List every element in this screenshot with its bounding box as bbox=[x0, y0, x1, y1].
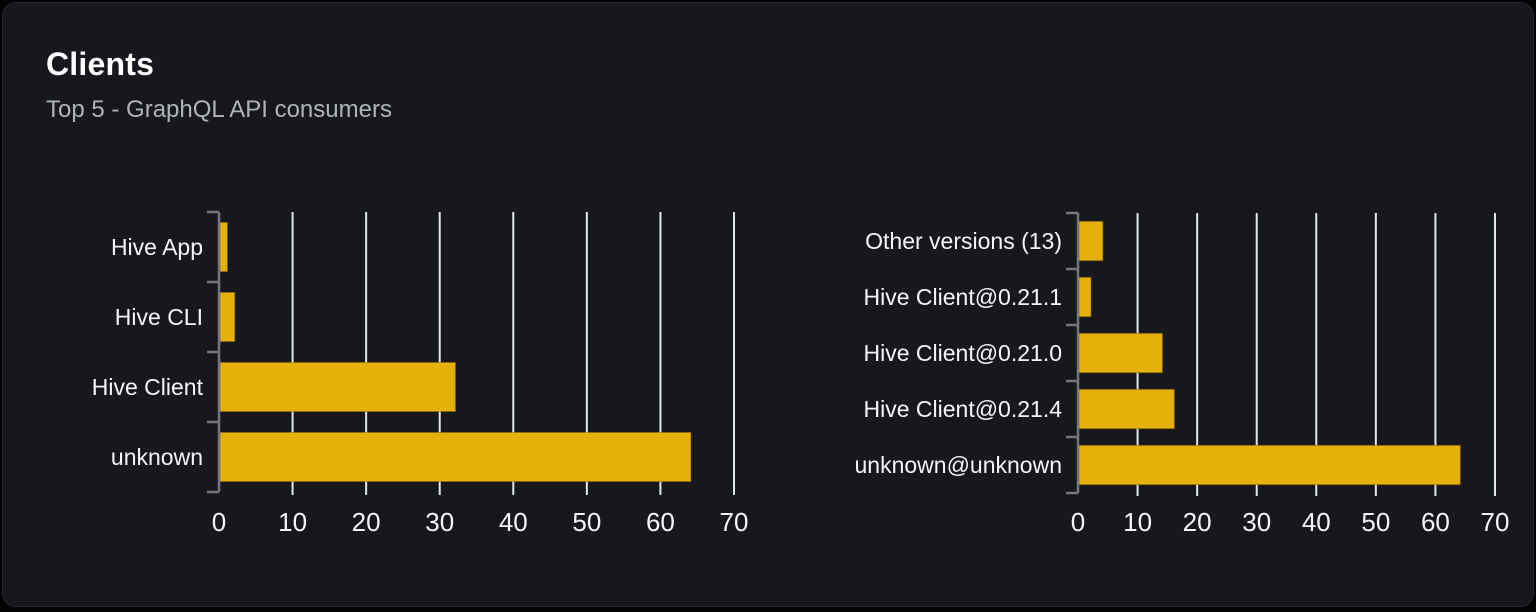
bar-hive-app[interactable] bbox=[219, 222, 228, 272]
category-label: Hive Client@0.21.0 bbox=[864, 340, 1063, 366]
category-label: Hive Client@0.21.1 bbox=[864, 284, 1063, 310]
x-tick-label: 20 bbox=[1183, 507, 1212, 537]
x-tick-label: 20 bbox=[352, 507, 381, 537]
x-tick-label: 30 bbox=[1242, 507, 1271, 537]
category-label: unknown@unknown bbox=[855, 452, 1062, 478]
category-label: Hive Client bbox=[92, 374, 204, 400]
bar-hive-client[interactable] bbox=[219, 362, 456, 412]
x-tick-label: 30 bbox=[425, 507, 454, 537]
x-tick-label: 0 bbox=[212, 507, 226, 537]
x-tick-label: 60 bbox=[646, 507, 675, 537]
category-label: unknown bbox=[111, 444, 203, 470]
x-tick-label: 50 bbox=[572, 507, 601, 537]
bar-unknown[interactable] bbox=[219, 432, 692, 482]
x-tick-label: 10 bbox=[1123, 507, 1152, 537]
x-tick-label: 0 bbox=[1071, 507, 1085, 537]
x-tick-label: 50 bbox=[1361, 507, 1390, 537]
x-tick-label: 40 bbox=[1302, 507, 1331, 537]
bar-hive-client-0-21-4[interactable] bbox=[1078, 388, 1175, 430]
category-label: Hive Client@0.21.4 bbox=[864, 396, 1063, 422]
x-tick-label: 60 bbox=[1421, 507, 1450, 537]
x-tick-label: 70 bbox=[720, 507, 749, 537]
category-label: Other versions (13) bbox=[865, 228, 1062, 254]
bar-hive-cli[interactable] bbox=[219, 292, 236, 342]
bar-hive-client-0-21-0[interactable] bbox=[1078, 332, 1163, 374]
x-tick-label: 70 bbox=[1481, 507, 1510, 537]
card-title: Clients bbox=[46, 46, 155, 82]
category-label: Hive App bbox=[111, 234, 203, 260]
top-client-versions-bar-chart: Other versions (13) Hive Client@0.21.1 Hiv… bbox=[855, 211, 1510, 537]
bar-unknown-unknown[interactable] bbox=[1078, 444, 1461, 486]
card-subtitle: Top 5 - GraphQL API consumers bbox=[46, 96, 392, 124]
top-clients-bar-chart: Hive App Hive CLI Hive Client unknown 0 10 20 3… bbox=[92, 210, 749, 537]
bar-other-versions-13-[interactable] bbox=[1078, 220, 1104, 262]
bar-hive-client-0-21-1[interactable] bbox=[1078, 276, 1092, 318]
category-label: Hive CLI bbox=[115, 304, 203, 330]
x-tick-label: 10 bbox=[278, 507, 307, 537]
card-header: Clients Top 5 - GraphQL API consumers bbox=[46, 46, 392, 124]
x-tick-label: 40 bbox=[499, 507, 528, 537]
